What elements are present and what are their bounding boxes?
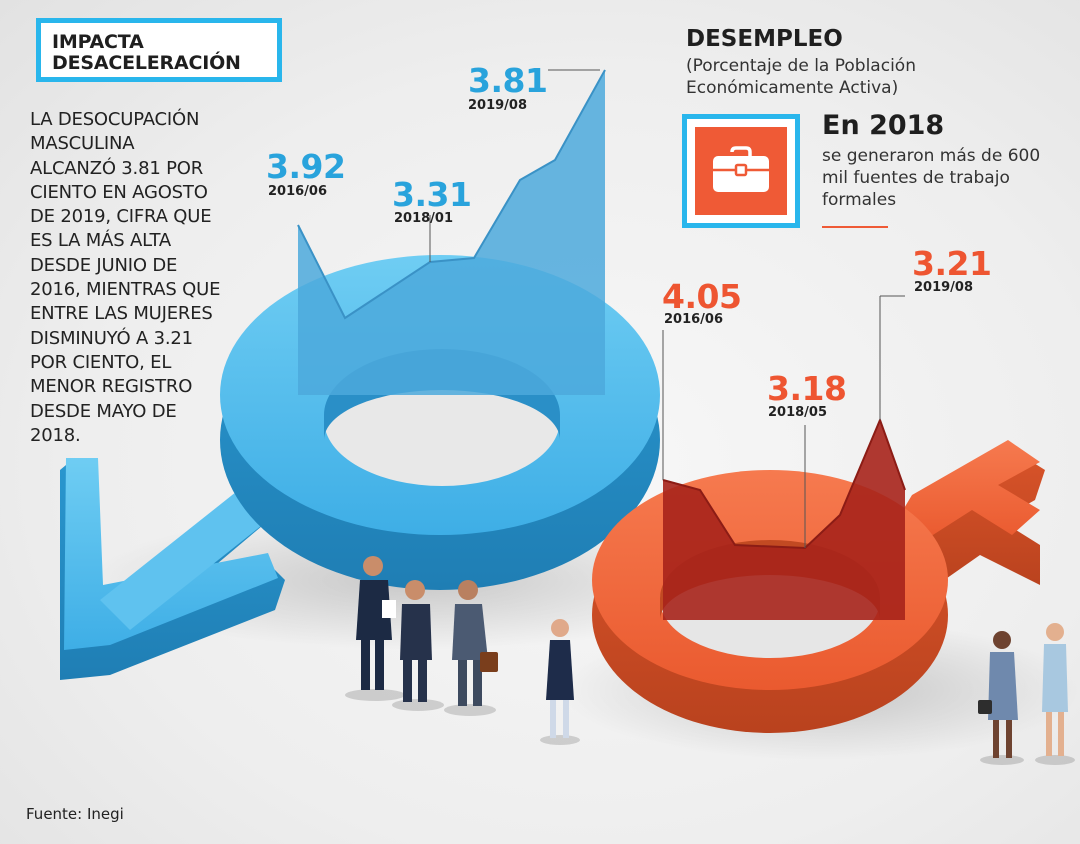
business-women-right — [978, 623, 1075, 765]
body-line: MASCULINA — [30, 133, 135, 155]
body-line: POR CIENTO, EL — [30, 351, 172, 373]
highlight-divider — [822, 226, 888, 228]
male-trend-area — [297, 69, 606, 395]
headline-box: IMPACTA DESACELERACIÓN — [36, 18, 282, 82]
body-line: 2016, MIENTRAS QUE — [30, 279, 221, 301]
women-value-2016: 4.05 — [662, 277, 742, 316]
body-line: DE 2019, CIFRA QUE — [30, 206, 212, 228]
women-date-2016: 2016/06 — [664, 312, 724, 327]
headline-line-1: IMPACTA — [52, 31, 144, 53]
body-line: LA DESOCUPACIÓN — [30, 109, 200, 130]
headline-line-2: DESACELERACIÓN — [52, 52, 241, 74]
body-line: DESDE MAYO DE — [30, 400, 177, 422]
men-value-2018: 3.31 — [392, 175, 472, 214]
source-note: Fuente: Inegi — [26, 805, 124, 823]
briefcase-box — [682, 114, 800, 228]
body-line: ENTRE LAS MUJERES — [30, 303, 213, 325]
highlight-heading: En 2018 — [822, 110, 945, 141]
desempleo-subtitle: (Porcentaje de la Población Económicamen… — [686, 55, 916, 99]
body-line: ES LA MÁS ALTA — [30, 230, 171, 252]
men-date-2019: 2019/08 — [468, 98, 528, 113]
male-leader-lines — [429, 69, 600, 262]
highlight-line-1: se generaron más de 600 — [822, 146, 1041, 166]
body-line: DESDE JUNIO DE — [30, 254, 178, 276]
briefcase-icon — [695, 127, 787, 215]
women-date-2019: 2019/08 — [914, 280, 974, 295]
highlight-line-3: formales — [822, 190, 897, 210]
women-date-2018: 2018/05 — [768, 405, 828, 420]
body-line: ALCANZÓ 3.81 POR — [30, 157, 204, 179]
desempleo-subtitle-line-1: (Porcentaje de la Población — [686, 56, 916, 76]
female-leader-lines — [662, 295, 905, 548]
body-line: DISMINUYÓ A 3.21 — [30, 327, 193, 349]
body-paragraph: LA DESOCUPACIÓN MASCULINA ALCANZÓ 3.81 P… — [30, 108, 252, 448]
desempleo-heading: DESEMPLEO — [686, 26, 843, 52]
men-date-2018: 2018/01 — [394, 211, 454, 226]
body-line: CIENTO EN AGOSTO — [30, 181, 208, 203]
business-people-left — [345, 556, 580, 745]
body-line: 2018. — [30, 424, 81, 446]
women-value-2019: 3.21 — [912, 244, 992, 283]
highlight-text: se generaron más de 600 mil fuentes de t… — [822, 145, 1040, 211]
body-line: MENOR REGISTRO — [30, 376, 193, 398]
men-date-2016: 2016/06 — [268, 184, 328, 199]
men-value-2019: 3.81 — [468, 61, 548, 100]
women-value-2018: 3.18 — [767, 369, 847, 408]
men-value-2016: 3.92 — [266, 147, 346, 186]
desempleo-subtitle-line-2: Económicamente Activa) — [686, 78, 899, 98]
highlight-line-2: mil fuentes de trabajo — [822, 168, 1010, 188]
